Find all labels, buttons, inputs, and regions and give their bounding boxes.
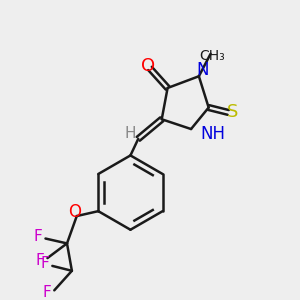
Text: H: H — [125, 126, 136, 141]
Text: F: F — [33, 229, 42, 244]
Text: F: F — [35, 253, 44, 268]
Text: F: F — [42, 285, 51, 300]
Text: N: N — [196, 61, 209, 80]
Text: S: S — [226, 103, 238, 122]
Text: CH₃: CH₃ — [200, 49, 225, 63]
Text: O: O — [68, 203, 81, 221]
Text: NH: NH — [201, 125, 226, 143]
Text: O: O — [141, 58, 155, 76]
Text: F: F — [40, 256, 49, 272]
